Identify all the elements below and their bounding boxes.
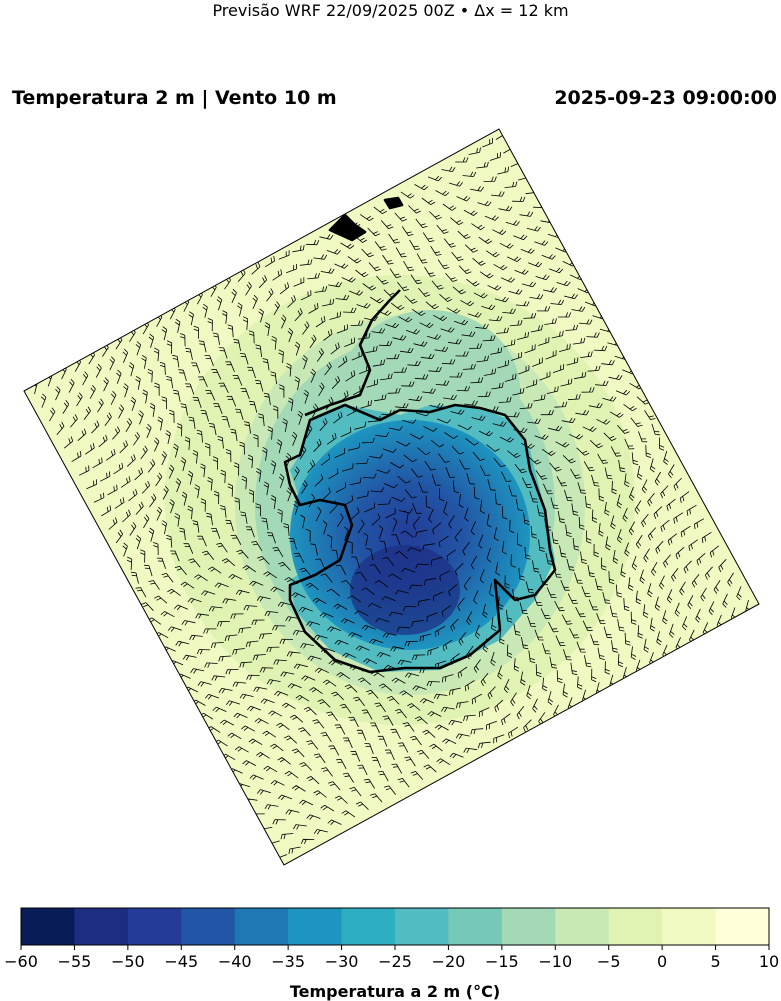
- map-domain: [24, 129, 759, 865]
- colorbar-tick-label: 5: [710, 952, 720, 971]
- antarctica-temperature-map: [23, 128, 760, 866]
- colorbar-tick-label: −5: [597, 952, 621, 971]
- colorbar-label: Temperatura a 2 m (°C): [290, 982, 500, 1001]
- colorbar-tick-label: −35: [271, 952, 305, 971]
- colorbar-block: [181, 908, 236, 945]
- coldest-core-field: [350, 545, 460, 635]
- colorbar-block: [608, 908, 663, 945]
- colorbar-block: [555, 908, 610, 945]
- colorbar-tick-label: −10: [538, 952, 572, 971]
- coastline: [283, 196, 557, 674]
- colorbar-block: [395, 908, 449, 945]
- colorbar-block: [715, 908, 770, 945]
- colorbar-tick-label: −60: [4, 952, 38, 971]
- antarctic-peninsula: [304, 289, 401, 417]
- colorbar-tick-label: 10: [759, 952, 779, 971]
- colorbar-block: [288, 908, 343, 945]
- colorbar-blocks: [21, 908, 770, 945]
- colorbar-tick-label: −50: [111, 952, 145, 971]
- colorbar-tick-label: −15: [485, 952, 519, 971]
- falkland-islands: [383, 196, 404, 210]
- colorbar-tick-label: −25: [378, 952, 412, 971]
- south-america-tip: [328, 213, 367, 242]
- domain-border: [23, 128, 760, 866]
- wind-barb-field: [32, 129, 751, 864]
- colorbar-block: [74, 908, 129, 945]
- colorbar-tick-label: −45: [164, 952, 198, 971]
- colorbar-block: [234, 908, 289, 945]
- map-title-right: 2025-09-23 09:00:00: [554, 87, 777, 109]
- wind-barbs: [32, 129, 751, 864]
- colorbar-block: [341, 908, 396, 945]
- colorbar: −60 −55 −50 −45 −40 −35 −30 −25 −20 −15 −10 −5 0 5 10 …: [4, 907, 779, 1001]
- colorbar-ticks: −60 −55 −50 −45 −40 −35 −30 −25 −20 −15 −10 −5 0 5 10: [4, 945, 779, 971]
- colorbar-block: [127, 908, 182, 945]
- colorbar-block: [662, 908, 717, 945]
- colorbar-tick-label: 0: [657, 952, 667, 971]
- colorbar-tick-label: −40: [218, 952, 252, 971]
- figure-suptitle: Previsão WRF 22/09/2025 00Z • Δx = 12 km: [212, 1, 569, 20]
- colorbar-block: [448, 908, 503, 945]
- colorbar-block: [21, 908, 75, 945]
- colorbar-tick-label: −30: [325, 952, 359, 971]
- colorbar-tick-label: −20: [432, 952, 466, 971]
- colorbar-block: [501, 908, 556, 945]
- map-title-left: Temperatura 2 m | Vento 10 m: [12, 87, 337, 109]
- colorbar-tick-label: −55: [58, 952, 92, 971]
